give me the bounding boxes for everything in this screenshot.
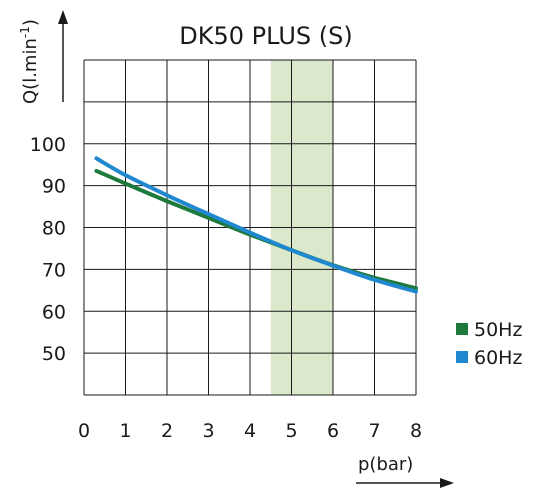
y-tick-label: 80 [42,218,66,240]
x-tick-label: 2 [161,420,173,442]
grid [83,59,417,396]
series-line-60hz [94,156,418,294]
legend: 50Hz 60Hz [456,319,522,369]
y-tick-label: 70 [42,259,66,281]
y-tick-label: 60 [42,301,66,323]
series-line-50hz [94,168,418,291]
x-tick-label: 6 [327,420,339,442]
x-axis-arrow-head [440,478,454,488]
series-layer [94,156,418,294]
legend-label-50hz: 50Hz [474,319,522,341]
y-tick-label: 90 [42,176,66,198]
y-axis-title-close: ) [20,19,41,26]
y-axis-arrow-head [58,10,68,24]
y-tick-label: 50 [42,343,66,365]
legend-label-60hz: 60Hz [474,347,522,369]
x-tick-label: 7 [368,420,380,442]
chart-title: DK50 PLUS (S) [179,22,352,50]
y-axis-title: Q(l.min-1) [18,19,41,104]
legend-swatch-60hz [456,351,468,363]
legend-swatch-50hz [456,323,468,335]
x-tick-label: 5 [285,420,297,442]
x-tick-label: 8 [410,420,422,442]
y-tick-label: 100 [30,134,66,156]
y-axis-title-superscript: -1 [18,26,32,38]
x-tick-label: 4 [244,420,256,442]
x-axis-title: p(bar) [358,454,413,475]
tick-labels: 0 1 2 3 4 5 6 7 8 50 60 70 80 90 100 [30,134,422,442]
x-tick-label: 1 [119,420,131,442]
x-tick-label: 0 [78,420,90,442]
x-tick-label: 3 [202,420,214,442]
y-axis-title-main: Q(l.min [20,38,41,104]
